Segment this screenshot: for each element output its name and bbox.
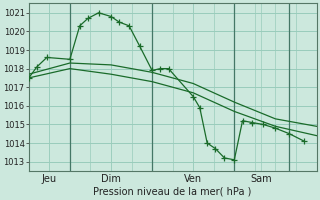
X-axis label: Pression niveau de la mer( hPa ): Pression niveau de la mer( hPa ) — [93, 187, 252, 197]
